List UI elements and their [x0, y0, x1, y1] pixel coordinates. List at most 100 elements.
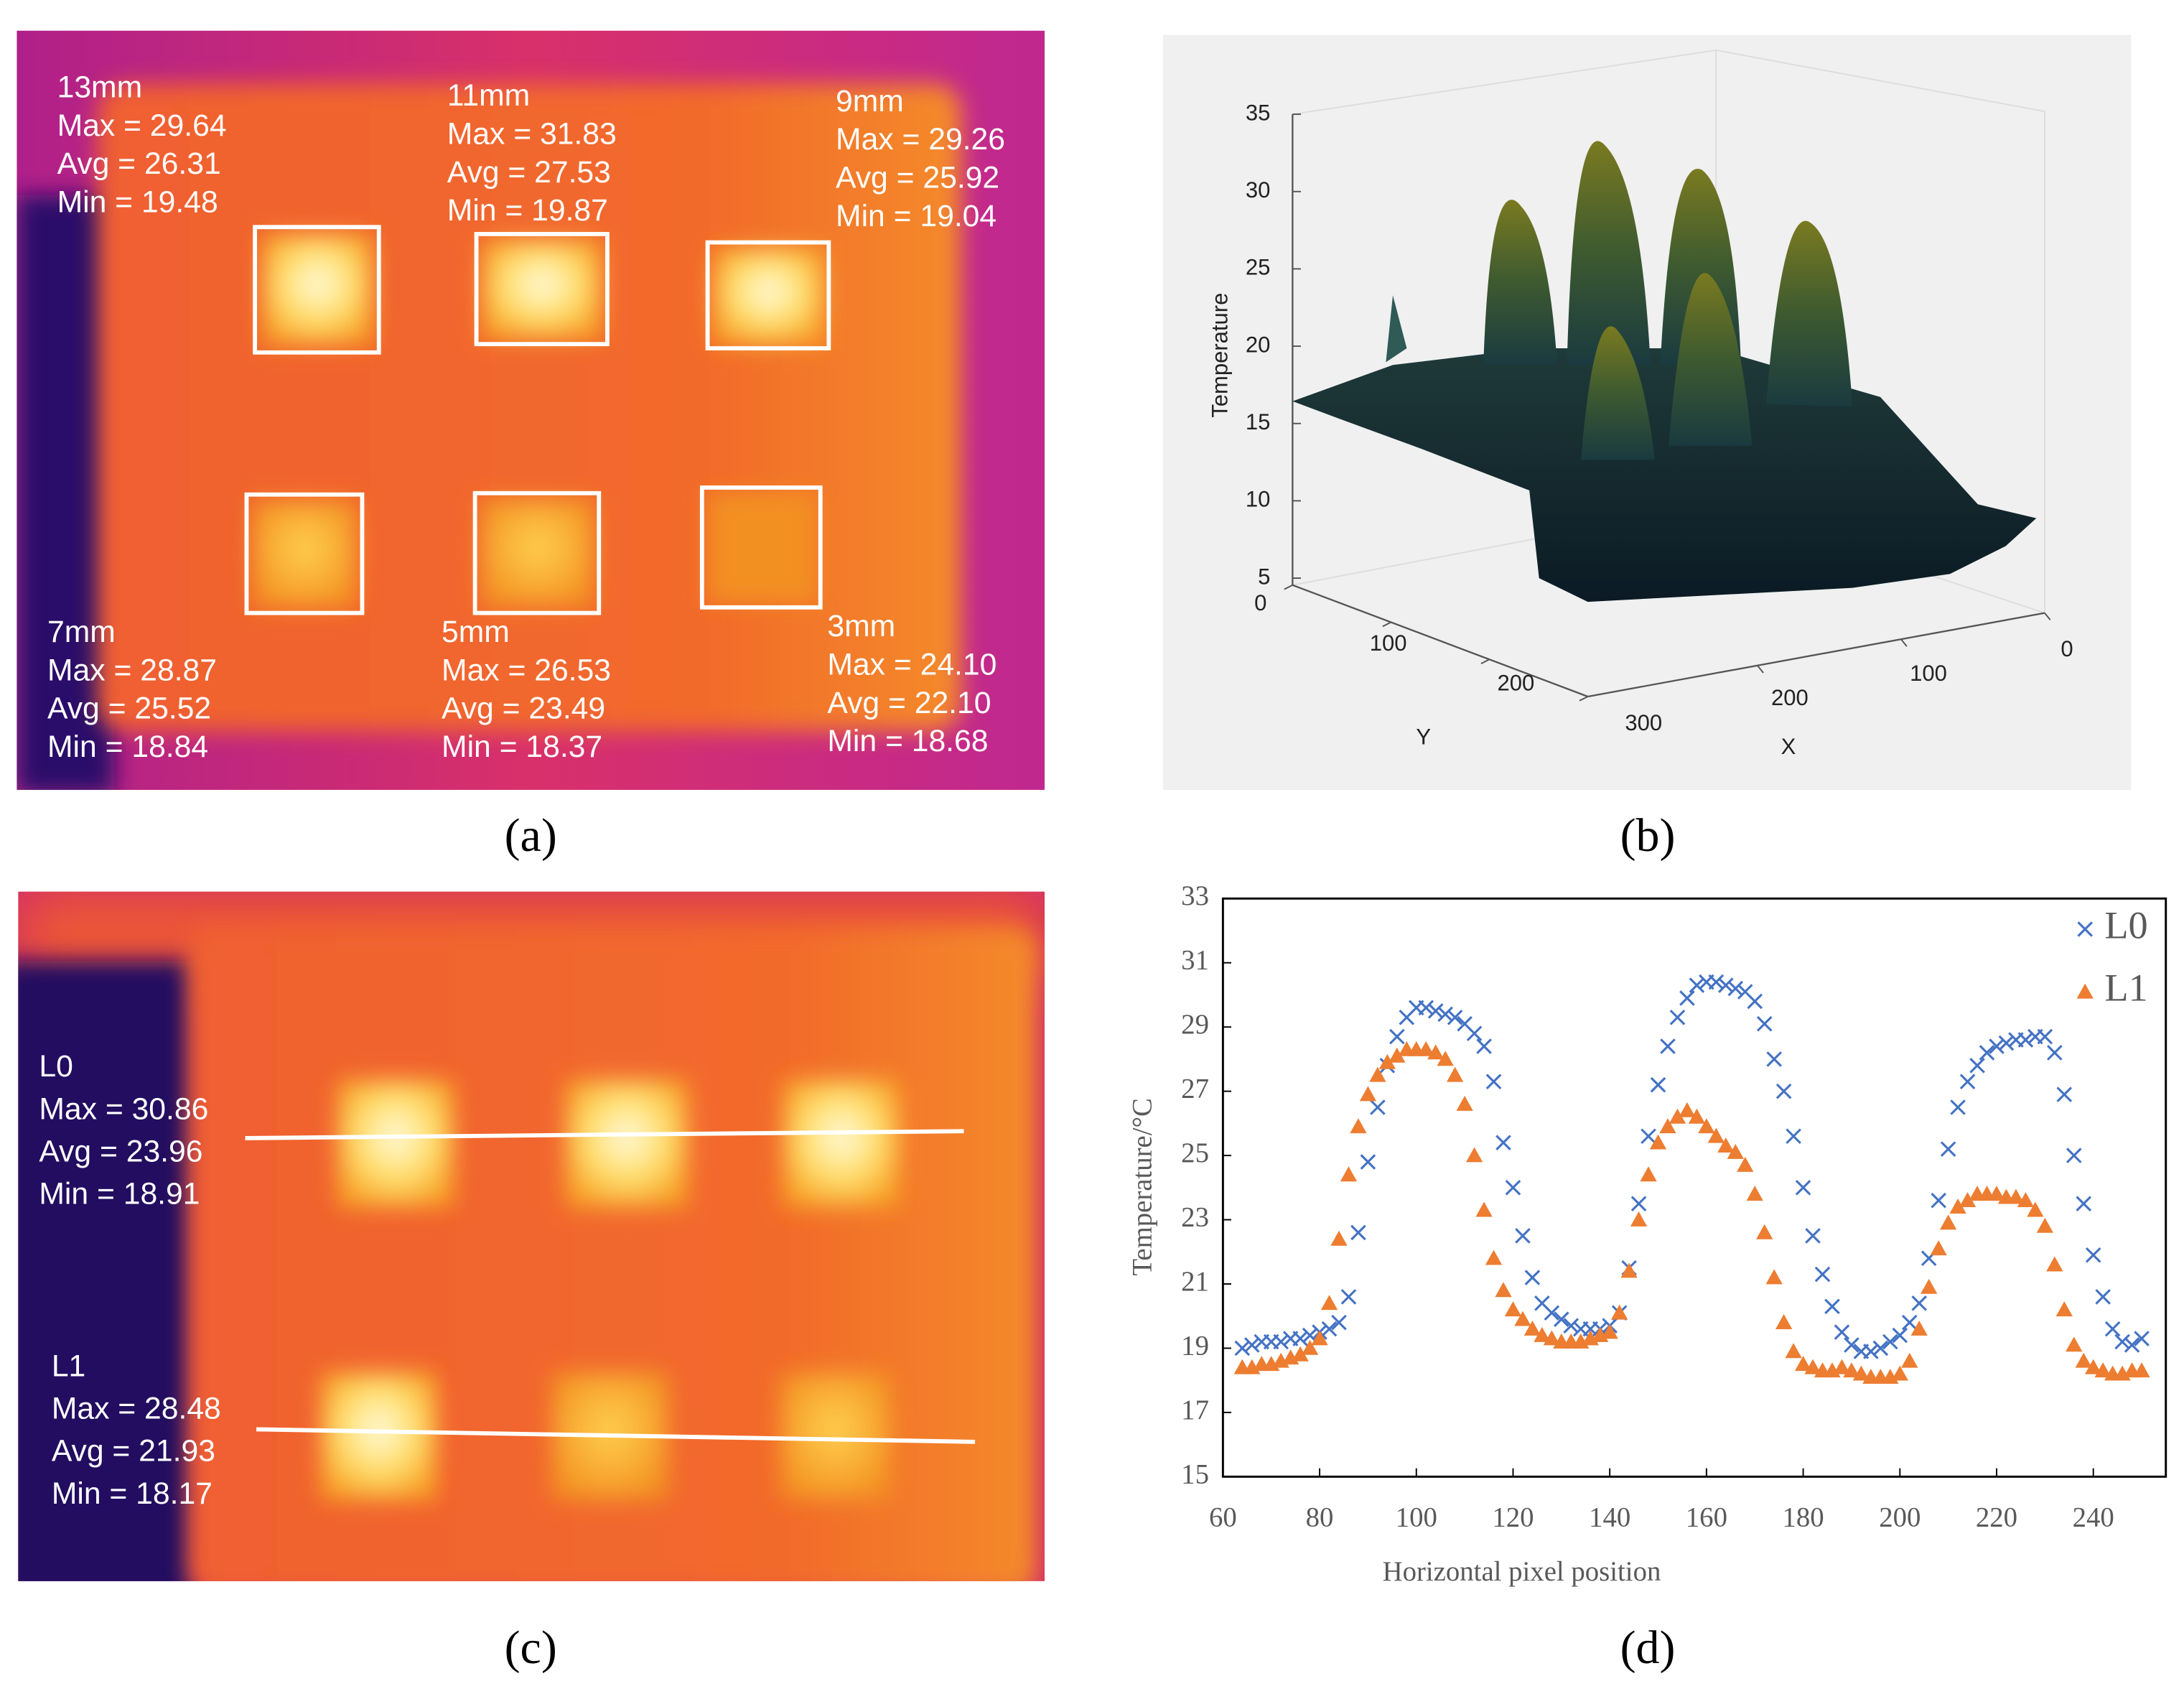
point	[1669, 1108, 1686, 1124]
point	[1389, 1047, 1406, 1063]
y-tick-label: 19	[1181, 1330, 1209, 1361]
annotation: Min = 18.68	[827, 724, 988, 758]
y-tick	[1480, 658, 1490, 664]
y-axis-label: Y	[1416, 724, 1431, 749]
y-tick	[1284, 584, 1293, 590]
point	[2085, 1359, 2102, 1374]
point	[1359, 1086, 1377, 1102]
point	[1989, 1038, 2005, 1054]
annotation: Min = 18.37	[442, 730, 602, 764]
point	[1273, 1334, 1289, 1350]
x-tick-label: 240	[2073, 1502, 2114, 1532]
surface-peak	[1483, 200, 1557, 366]
point	[2076, 1196, 2092, 1211]
point	[2095, 1289, 2111, 1305]
point	[1427, 1003, 1444, 1019]
point	[2036, 1217, 2053, 1233]
y-tick-label: 25	[1181, 1137, 1209, 1168]
point	[1737, 1156, 1754, 1172]
y-tick-label: 15	[1181, 1458, 1209, 1489]
annotation: Avg = 27.53	[447, 155, 611, 190]
point	[1892, 1327, 1908, 1344]
point	[1659, 1118, 1676, 1134]
point	[2134, 1331, 2150, 1346]
point	[1504, 1301, 1522, 1317]
point	[1775, 1314, 1793, 1329]
point	[1524, 1270, 1541, 1285]
hot-spot	[320, 1372, 438, 1501]
point	[2094, 1362, 2111, 1378]
annotation: Max = 26.53	[442, 653, 611, 687]
point	[1234, 1340, 1251, 1356]
point	[1350, 1118, 1367, 1134]
point	[1321, 1321, 1338, 1337]
point	[1698, 1118, 1715, 1134]
annotation: Min = 19.87	[447, 193, 608, 228]
roi-box	[253, 225, 381, 355]
point	[1466, 1025, 1483, 1041]
point	[1544, 1305, 1560, 1321]
plot-frame	[1221, 897, 2167, 1478]
point	[2056, 1086, 2073, 1102]
surface-peak	[1669, 273, 1753, 446]
x-axis	[1587, 612, 2045, 698]
hot-spot	[713, 248, 825, 346]
z-axis-label: Temperature	[1208, 293, 1233, 418]
point	[1727, 1143, 1744, 1159]
x-tick	[1900, 638, 1908, 647]
point	[2124, 1337, 2140, 1353]
legend-marker	[2077, 921, 2093, 937]
x-axis-label: Horizontal pixel position	[1383, 1556, 1661, 1587]
point	[1795, 1180, 1811, 1196]
y-tick-label: 21	[1181, 1266, 1209, 1297]
point	[2075, 1352, 2092, 1368]
point	[1650, 1076, 1666, 1093]
point	[1707, 1127, 1725, 1143]
annotation: Min = 19.04	[836, 199, 997, 233]
x-tick	[2044, 612, 2051, 620]
z-tick-label: 30	[1246, 177, 1271, 203]
point	[1515, 1228, 1531, 1244]
point	[1447, 1066, 1464, 1082]
surface-plot: 5 10 15 20 25 30 35 0 100 200 300 0 100 200 Temperatur…	[1162, 34, 2132, 790]
point	[1901, 1314, 1918, 1331]
point	[1785, 1343, 1802, 1359]
point	[1620, 1262, 1638, 1278]
y-tick-label: 23	[1181, 1201, 1209, 1232]
point	[1369, 1066, 1386, 1082]
point	[1679, 1102, 1696, 1117]
y-tick-label: 0	[1254, 590, 1266, 615]
surface	[1292, 348, 2037, 602]
point	[1340, 1166, 1358, 1182]
point	[1688, 1108, 1706, 1124]
annotation: Max = 28.87	[47, 653, 217, 687]
point	[1939, 1214, 1957, 1230]
roi-box	[699, 485, 823, 610]
surface-peak	[1765, 220, 1853, 407]
point	[1805, 1228, 1821, 1244]
annotation: 11mm	[447, 78, 530, 113]
point	[1611, 1304, 1628, 1320]
point	[1485, 1074, 1502, 1090]
annotation: 3mm	[827, 609, 895, 643]
point	[1378, 1053, 1396, 1069]
x-tick-label: 100	[1910, 661, 1947, 686]
y-axis-label: Temperature/°C	[1127, 1098, 1158, 1276]
surface-peak	[1567, 141, 1651, 366]
point	[1330, 1230, 1348, 1246]
point	[1940, 1141, 1956, 1157]
caption: (b)	[1620, 809, 1676, 862]
cold-strip	[18, 961, 195, 1581]
point	[2037, 1028, 2053, 1045]
y-tick-label: 100	[1370, 630, 1407, 656]
point	[1630, 1211, 1648, 1227]
point	[1630, 1196, 1647, 1211]
annotation: Min = 18.91	[39, 1177, 200, 1211]
point	[2085, 1247, 2101, 1263]
point	[2104, 1321, 2121, 1337]
point	[1543, 1330, 1560, 1346]
point	[2066, 1148, 2082, 1163]
roi-boxes	[244, 225, 831, 615]
hot-spot	[252, 500, 358, 609]
